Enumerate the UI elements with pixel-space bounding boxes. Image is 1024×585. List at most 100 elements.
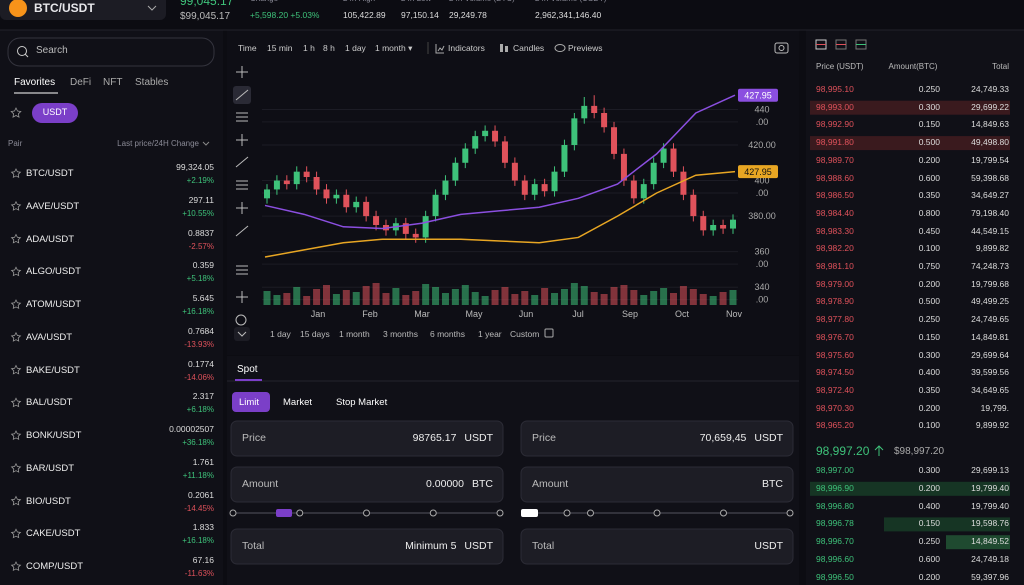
book-cell[interactable]: 0.250	[918, 314, 940, 325]
input-value[interactable]: USDT	[581, 540, 783, 552]
input-value[interactable]: BTC	[581, 478, 783, 490]
book-cell[interactable]: 0.150	[918, 119, 940, 130]
book-cell[interactable]: 34,649.65	[971, 384, 1009, 395]
col-price[interactable]: Last price/24H Change	[117, 139, 199, 148]
book-cell[interactable]: 98,996.60	[816, 554, 854, 564]
toolbar-item[interactable]: Time	[238, 43, 257, 53]
book-cell[interactable]: 0.500	[918, 296, 940, 307]
book-cell[interactable]: 0.400	[918, 367, 940, 378]
book-cell[interactable]: 0.100	[918, 420, 940, 431]
book-cell[interactable]: 98,986.50	[816, 190, 854, 201]
form-tab[interactable]: Spot	[237, 364, 258, 375]
book-cell[interactable]: 98,996.78	[816, 518, 854, 529]
market-tab[interactable]: NFT	[103, 77, 123, 88]
range-button[interactable]: 1 year	[478, 329, 502, 339]
book-cell[interactable]: 0.150	[918, 518, 940, 529]
input-value[interactable]: 70,659,45 USDT	[581, 432, 783, 444]
toolbar-item[interactable]: 1 day	[345, 43, 366, 53]
input-label[interactable]: Total	[532, 540, 555, 552]
book-cell[interactable]: 98,992.90	[816, 119, 854, 130]
book-cell[interactable]: 49,499.25	[971, 296, 1009, 307]
pair-row[interactable]: BAR/USDT	[26, 462, 75, 474]
book-cell[interactable]: 19,799.	[980, 402, 1009, 413]
book-cell[interactable]: 24,749.33	[971, 84, 1009, 94]
book-cell[interactable]: 0.200	[918, 154, 940, 165]
book-cell[interactable]: 59,398.68	[971, 172, 1009, 183]
book-cell[interactable]: 0.600	[918, 554, 940, 564]
pair-row[interactable]: AAVE/USDT	[26, 200, 80, 212]
book-cell[interactable]: 14,849.81	[971, 331, 1009, 342]
book-cell[interactable]: 98,995.10	[816, 84, 854, 94]
pair-row[interactable]: CAKE/USDT	[26, 528, 81, 540]
input-label[interactable]: Price	[242, 432, 266, 444]
pair-row[interactable]: AVA/USDT	[26, 331, 73, 343]
range-button[interactable]: 15 days	[300, 329, 330, 339]
book-cell[interactable]: 0.250	[918, 536, 940, 547]
book-cell[interactable]: 98,975.60	[816, 349, 854, 360]
book-cell[interactable]: 98,991.80	[816, 137, 854, 148]
book-cell[interactable]: 29,699.64	[971, 349, 1009, 360]
book-cell[interactable]: 98,974.50	[816, 367, 854, 378]
book-cell[interactable]: 19,799.68	[971, 278, 1009, 289]
book-cell[interactable]: 98,996.90	[816, 482, 854, 493]
book-cell[interactable]: 19,799.54	[971, 154, 1009, 165]
pair-row[interactable]: BAL/USDT	[26, 397, 73, 409]
pair-row[interactable]: COMP/USDT	[26, 561, 83, 572]
book-cell[interactable]: 0.600	[918, 172, 940, 183]
book-cell[interactable]: 24,749.18	[971, 554, 1009, 564]
book-cell[interactable]: 79,198.40	[971, 207, 1009, 218]
book-cell[interactable]: 0.200	[918, 402, 940, 413]
market-tab[interactable]: Favorites	[14, 77, 56, 88]
pair-row[interactable]: ALGO/USDT	[26, 266, 81, 278]
book-cell[interactable]: 24,749.65	[971, 314, 1009, 325]
input-value[interactable]: Minimum 5 USDT	[291, 540, 493, 552]
input-label[interactable]: Amount	[242, 478, 279, 490]
book-cell[interactable]: 0.450	[918, 225, 940, 236]
book-cell[interactable]: 0.500	[918, 137, 940, 148]
book-cell[interactable]: 0.750	[918, 261, 940, 271]
input-value[interactable]: 98765.17 USDT	[291, 432, 493, 444]
book-cell[interactable]: 39,599.56	[971, 367, 1009, 378]
book-cell[interactable]: 9,899.92	[975, 420, 1009, 431]
book-cell[interactable]: 98,977.80	[816, 314, 854, 325]
toolbar-item[interactable]: Previews	[568, 43, 603, 53]
range-button[interactable]: 1 month	[339, 329, 370, 339]
toolbar-item[interactable]: 15 min	[267, 43, 293, 53]
pair-row[interactable]: BONK/USDT	[26, 430, 82, 441]
book-cell[interactable]: 98,997.00	[816, 465, 854, 475]
book-cell[interactable]: 98,981.10	[816, 261, 854, 271]
market-tab[interactable]: DeFi	[70, 77, 92, 88]
book-cell[interactable]: 0.150	[918, 331, 940, 342]
pair-row[interactable]: ATOM/USDT	[26, 299, 82, 310]
book-cell[interactable]: 98,989.70	[816, 154, 854, 165]
book-cell[interactable]: 0.350	[918, 384, 940, 395]
range-button[interactable]: Custom	[510, 329, 540, 339]
book-cell[interactable]: 29,699.13	[971, 465, 1009, 475]
book-cell[interactable]: 9,899.82	[975, 243, 1009, 254]
pair-row[interactable]: BAKE/USDT	[26, 364, 80, 376]
pair-name[interactable]: BTC/USDT	[34, 1, 95, 15]
book-cell[interactable]: 0.350	[918, 190, 940, 201]
book-cell[interactable]: 98,970.30	[816, 402, 854, 413]
range-button[interactable]: 6 months	[430, 329, 465, 339]
book-cell[interactable]: 98,978.90	[816, 296, 854, 307]
book-cell[interactable]: 0.200	[918, 278, 940, 289]
book-cell[interactable]: 98,996.80	[816, 500, 854, 511]
book-cell[interactable]: 0.400	[918, 500, 940, 511]
toolbar-item[interactable]: 8 h	[323, 43, 335, 53]
toolbar-item[interactable]: Indicators	[448, 43, 485, 53]
order-type[interactable]: Market	[283, 397, 313, 408]
book-cell[interactable]: 44,549.15	[971, 225, 1009, 236]
book-cell[interactable]: 14,849.52	[971, 536, 1009, 547]
pair-row[interactable]: BTC/USDT	[26, 168, 74, 179]
book-cell[interactable]: 0.300	[918, 101, 940, 112]
input-label[interactable]: Price	[532, 432, 556, 444]
quote-chip-label[interactable]: USDT	[42, 107, 68, 117]
book-cell[interactable]: 98,996.70	[816, 536, 854, 547]
book-cell[interactable]: 0.200	[918, 571, 940, 582]
book-cell[interactable]: 0.200	[918, 482, 940, 493]
input-value[interactable]: 0.00000 BTC	[291, 478, 493, 490]
book-cell[interactable]: 19,799.40	[971, 482, 1009, 493]
book-cell[interactable]: 49,498.80	[971, 137, 1009, 148]
book-cell[interactable]: 29,699.22	[971, 101, 1009, 112]
